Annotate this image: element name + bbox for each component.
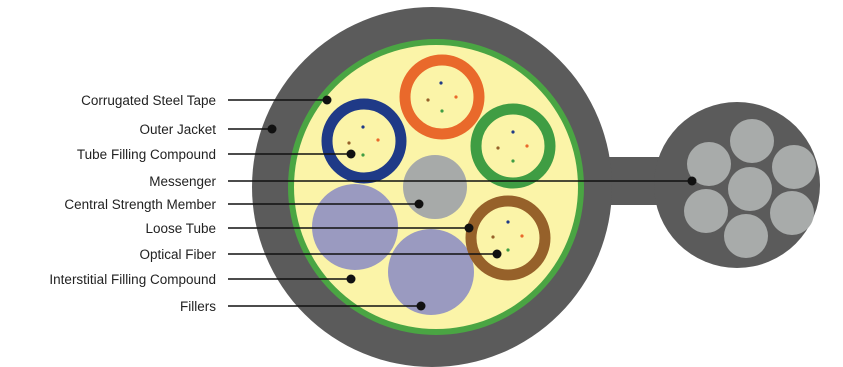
loose-tube-orange bbox=[399, 54, 485, 140]
messenger-strand bbox=[730, 119, 774, 163]
optical-fiber bbox=[511, 159, 515, 163]
loose-tube-navy bbox=[321, 98, 407, 184]
leader-dot bbox=[414, 199, 424, 209]
messenger-strand bbox=[684, 189, 728, 233]
messenger-strand bbox=[724, 214, 768, 258]
messenger-strands bbox=[684, 119, 816, 258]
label-tube-filling-compound: Tube Filling Compound bbox=[77, 147, 216, 162]
label-optical-fiber: Optical Fiber bbox=[139, 247, 216, 262]
optical-fiber bbox=[439, 81, 443, 85]
leader-dot bbox=[322, 95, 332, 105]
optical-fiber bbox=[454, 95, 458, 99]
optical-fiber bbox=[511, 130, 515, 134]
label-outer-jacket: Outer Jacket bbox=[139, 122, 216, 137]
messenger-strand bbox=[687, 142, 731, 186]
labels: Corrugated Steel Tape Outer Jacket Tube … bbox=[49, 93, 216, 314]
optical-fiber bbox=[496, 146, 500, 150]
optical-fiber bbox=[361, 125, 365, 129]
optical-fiber bbox=[426, 98, 430, 102]
loose-tube-green bbox=[470, 103, 556, 189]
central-strength-member bbox=[403, 155, 467, 219]
label-interstitial-filling-compound: Interstitial Filling Compound bbox=[49, 272, 216, 287]
leader-dots bbox=[267, 95, 697, 311]
leader-dot bbox=[464, 223, 474, 233]
label-corrugated-steel-tape: Corrugated Steel Tape bbox=[81, 93, 216, 108]
optical-fiber bbox=[440, 109, 444, 113]
leader-dot bbox=[346, 149, 356, 159]
optical-fiber bbox=[525, 144, 529, 148]
label-loose-tube: Loose Tube bbox=[145, 221, 216, 236]
optical-fiber bbox=[491, 235, 495, 239]
optical-fiber bbox=[506, 220, 510, 224]
label-fillers: Fillers bbox=[180, 299, 216, 314]
leader-dot bbox=[492, 249, 502, 259]
messenger-strand-center bbox=[728, 167, 772, 211]
optical-fiber bbox=[376, 138, 380, 142]
label-central-strength-member: Central Strength Member bbox=[64, 197, 216, 212]
leader-dot bbox=[267, 124, 277, 134]
label-messenger: Messenger bbox=[149, 174, 216, 189]
optical-fiber bbox=[347, 141, 351, 145]
optical-fiber bbox=[520, 234, 524, 238]
optical-fiber bbox=[506, 248, 510, 252]
filler bbox=[388, 229, 474, 315]
leader-dot bbox=[687, 176, 697, 186]
optical-fibers bbox=[347, 81, 529, 252]
loose-tube-brown bbox=[465, 195, 551, 281]
leader-lines bbox=[228, 99, 692, 307]
messenger-strand bbox=[770, 191, 814, 235]
messenger-strand bbox=[772, 145, 816, 189]
leader-dot bbox=[416, 301, 426, 311]
optical-fiber bbox=[361, 153, 365, 157]
leader-dot bbox=[346, 274, 356, 284]
filler bbox=[312, 184, 398, 270]
